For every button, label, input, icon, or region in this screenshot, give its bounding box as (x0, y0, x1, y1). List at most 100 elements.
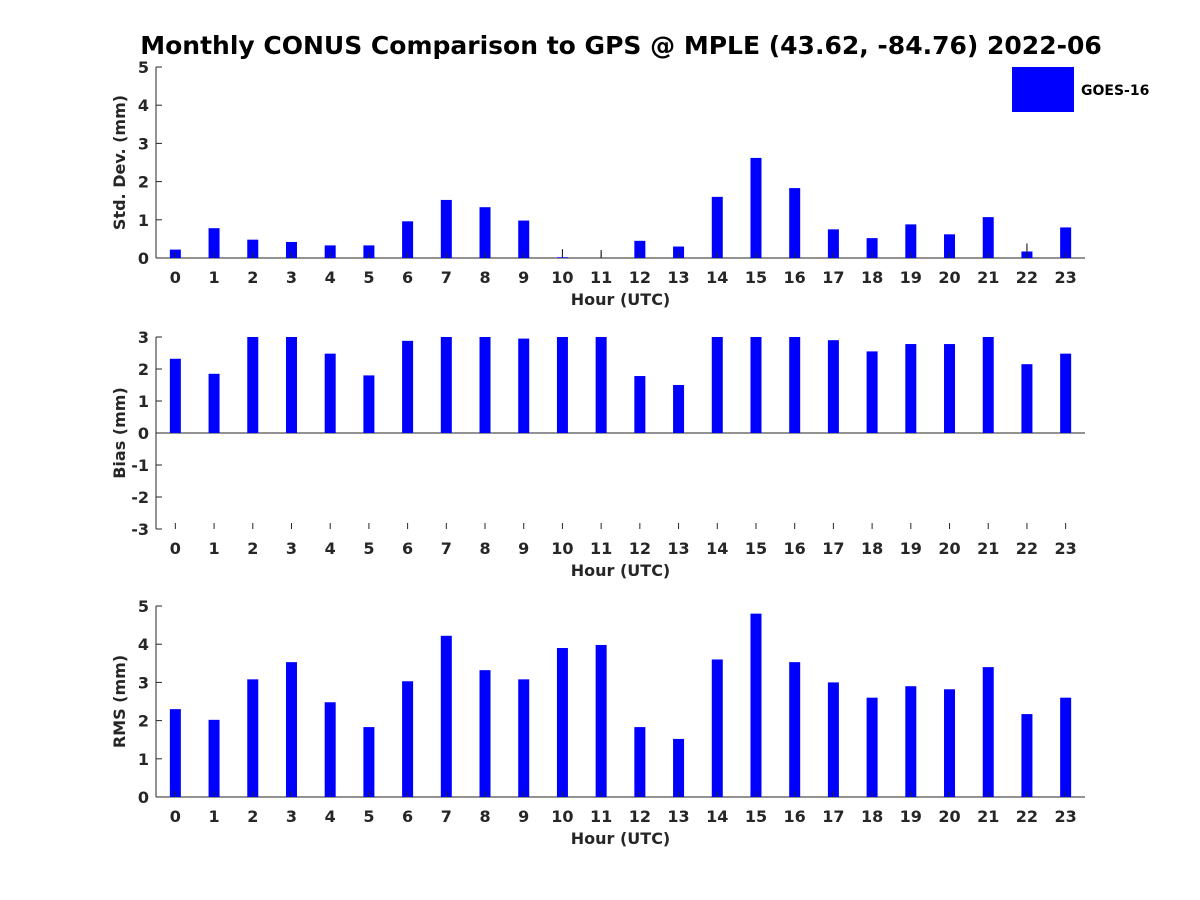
x-tick-label: 5 (363, 807, 374, 826)
x-tick-label: 19 (900, 807, 922, 826)
bar (247, 337, 259, 433)
bar (789, 188, 801, 258)
x-tick-label: 21 (977, 807, 999, 826)
bar (866, 697, 878, 797)
bar (634, 240, 646, 258)
x-axis-label: Hour (UTC) (571, 561, 671, 580)
y-tick-label: 2 (138, 712, 149, 731)
x-tick-label: 0 (170, 539, 181, 558)
bar (479, 337, 491, 433)
x-tick-label: 14 (706, 539, 728, 558)
bar (944, 234, 956, 258)
bar (440, 199, 452, 258)
bar (1060, 227, 1072, 258)
x-tick-label: 2 (247, 539, 258, 558)
x-tick-label: 1 (208, 807, 219, 826)
y-tick-label: 3 (138, 673, 149, 692)
x-tick-label: 3 (286, 539, 297, 558)
x-tick-label: 21 (977, 268, 999, 287)
x-tick-label: 9 (518, 268, 529, 287)
x-tick-label: 4 (325, 807, 336, 826)
x-tick-label: 7 (441, 807, 452, 826)
legend-swatch (1012, 67, 1074, 112)
x-tick-label: 13 (667, 268, 689, 287)
bar (634, 376, 646, 433)
x-tick-label: 23 (1055, 807, 1077, 826)
y-tick-label: 0 (138, 249, 149, 268)
x-tick-label: 19 (900, 268, 922, 287)
bar (479, 670, 491, 797)
x-tick-label: 16 (784, 268, 806, 287)
x-tick-label: 0 (170, 268, 181, 287)
y-tick-label: -3 (131, 520, 149, 539)
bar (324, 702, 336, 797)
bar (866, 238, 878, 258)
bar (944, 344, 956, 433)
x-tick-label: 20 (938, 539, 960, 558)
x-tick-label: 8 (479, 539, 490, 558)
bar (556, 648, 568, 797)
x-tick-label: 6 (402, 268, 413, 287)
x-tick-label: 17 (822, 539, 844, 558)
bar (982, 217, 994, 258)
bar (595, 337, 607, 433)
bar (402, 340, 414, 433)
x-tick-label: 2 (247, 268, 258, 287)
bar (944, 689, 956, 797)
x-tick-label: 12 (629, 807, 651, 826)
bar (1060, 353, 1072, 433)
y-tick-label: 4 (138, 635, 149, 654)
x-tick-label: 9 (518, 807, 529, 826)
bar (711, 659, 723, 797)
bar (440, 337, 452, 433)
bar (982, 667, 994, 797)
x-tick-label: 0 (170, 807, 181, 826)
bar (247, 679, 259, 797)
x-tick-label: 18 (861, 807, 883, 826)
bar (827, 340, 839, 433)
bar (324, 245, 336, 258)
legend-label: GOES-16 (1081, 83, 1149, 99)
x-tick-label: 14 (706, 807, 728, 826)
x-tick-label: 5 (363, 268, 374, 287)
y-tick-label: 5 (138, 597, 149, 616)
bar (402, 221, 414, 258)
bar (789, 337, 801, 433)
x-tick-label: 18 (861, 539, 883, 558)
y-axis-label: Std. Dev. (mm) (110, 95, 129, 230)
x-tick-label: 11 (590, 539, 612, 558)
bar (982, 337, 994, 433)
bar (905, 686, 917, 797)
y-tick-label: 2 (138, 360, 149, 379)
bar (518, 679, 530, 797)
x-tick-label: 3 (286, 268, 297, 287)
bar (363, 727, 375, 797)
bar (711, 196, 723, 258)
y-tick-label: 3 (138, 134, 149, 153)
x-tick-label: 17 (822, 268, 844, 287)
bar (905, 224, 917, 258)
x-tick-label: 22 (1016, 539, 1038, 558)
bar (402, 681, 414, 797)
x-tick-label: 23 (1055, 539, 1077, 558)
x-tick-label: 17 (822, 807, 844, 826)
bar (285, 241, 297, 258)
bar (208, 373, 220, 433)
bar (518, 220, 530, 258)
bar (363, 245, 375, 258)
x-tick-label: 15 (745, 807, 767, 826)
bar (479, 207, 491, 258)
x-tick-label: 20 (938, 807, 960, 826)
x-tick-label: 22 (1016, 807, 1038, 826)
bar (285, 662, 297, 797)
x-tick-label: 20 (938, 268, 960, 287)
x-tick-label: 16 (784, 807, 806, 826)
y-tick-label: 1 (138, 211, 149, 230)
bar (1021, 714, 1033, 797)
x-tick-label: 7 (441, 268, 452, 287)
x-tick-label: 10 (551, 268, 573, 287)
y-tick-label: 1 (138, 750, 149, 769)
bar (208, 228, 220, 258)
